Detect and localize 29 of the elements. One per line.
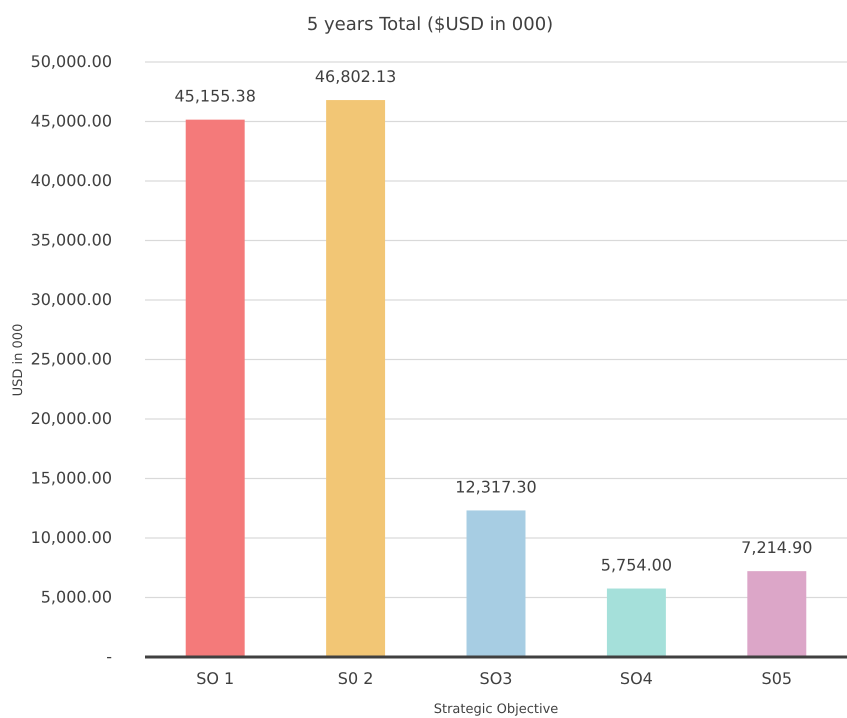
x-tick-label: S0 2 xyxy=(338,669,374,688)
bar xyxy=(747,571,806,657)
x-tick-label: S05 xyxy=(762,669,792,688)
y-tick-label: 40,000.00 xyxy=(30,171,112,190)
data-label: 12,317.30 xyxy=(455,477,537,496)
bar xyxy=(606,588,666,657)
y-tick-label: 35,000.00 xyxy=(30,230,112,250)
y-tick-label: 10,000.00 xyxy=(30,528,112,548)
data-label: 7,214.90 xyxy=(741,538,812,558)
y-tick-label: 45,000.00 xyxy=(30,112,112,131)
y-tick-label: 15,000.00 xyxy=(30,468,112,488)
y-tick-label: 20,000.00 xyxy=(30,409,112,428)
data-label: 46,802.13 xyxy=(314,67,396,86)
y-axis-title: USD in 000 xyxy=(11,324,26,396)
chart-title: 5 years Total ($USD in 000) xyxy=(306,14,554,35)
y-tick-label: - xyxy=(106,647,112,666)
x-tick-label: SO3 xyxy=(480,669,512,688)
bar xyxy=(466,510,526,657)
bar xyxy=(186,120,245,657)
x-axis-title: Strategic Objective xyxy=(434,702,558,717)
bar xyxy=(326,100,386,657)
x-tick-label: SO 1 xyxy=(196,669,234,688)
x-tick-label: SO4 xyxy=(620,669,653,688)
data-label: 45,155.38 xyxy=(174,86,256,106)
y-tick-label: 50,000.00 xyxy=(30,52,112,72)
y-tick-label: 5,000.00 xyxy=(40,588,112,607)
data-label: 5,754.00 xyxy=(600,556,672,575)
y-tick-label: 25,000.00 xyxy=(30,350,112,369)
y-tick-label: 30,000.00 xyxy=(30,290,112,310)
